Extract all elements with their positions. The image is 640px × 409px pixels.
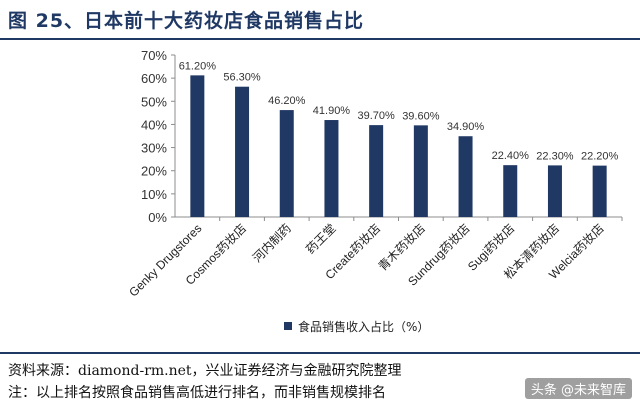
data-label: 41.90% (313, 105, 351, 117)
data-label: 39.60% (402, 110, 440, 122)
bar (413, 125, 428, 217)
bar (190, 75, 205, 217)
source-note: 资料来源：diamond-rm.net，兴业证券经济与金融研究院整理 (8, 363, 402, 379)
source-block: 资料来源：diamond-rm.net，兴业证券经济与金融研究院整理 注：以上排… (0, 352, 640, 409)
data-label: 22.40% (492, 150, 530, 162)
data-label: 56.30% (223, 72, 261, 84)
legend-swatch (284, 322, 292, 330)
bar (235, 86, 250, 217)
data-label: 46.20% (268, 95, 306, 107)
bar (324, 120, 339, 217)
y-tick-label: 10% (141, 187, 167, 202)
figure-header: 图 25、日本前十大药妆店食品销售占比 (0, 0, 640, 40)
data-label: 34.90% (447, 121, 485, 133)
y-tick-label: 20% (141, 164, 167, 179)
x-tick-label: Genky Drugstores (126, 221, 204, 299)
data-label: 22.30% (536, 150, 574, 162)
data-label: 22.20% (581, 151, 619, 163)
bar (547, 165, 562, 217)
x-tick-label: 药王堂 (303, 221, 338, 256)
bar (458, 136, 473, 217)
bar (369, 125, 384, 217)
watermark: 头条 @未来智库 (524, 378, 632, 399)
bar-chart: 0% 10% 20% 30% 40% 50% 60% 70% 61.20% Genky Drugs… (126, 48, 623, 334)
y-tick-label: 70% (141, 48, 167, 63)
data-label: 39.70% (357, 110, 395, 122)
legend-label: 食品销售收入占比（%） (298, 319, 429, 334)
y-tick-label: 50% (141, 94, 167, 109)
bar (592, 165, 607, 217)
data-label: 61.20% (179, 60, 217, 72)
x-tick-label: 河内制药 (250, 221, 294, 265)
bar (503, 165, 518, 217)
y-tick-label: 30% (141, 141, 167, 156)
bar (279, 110, 294, 217)
y-tick-label: 60% (141, 71, 167, 86)
y-tick-label: 40% (141, 117, 167, 132)
ranking-note: 注：以上排名按照食品销售高低进行排名，而非销售规模排名 (8, 385, 386, 401)
figure-title: 图 25、日本前十大药妆店食品销售占比 (8, 10, 365, 32)
y-tick-label: 0% (148, 210, 167, 225)
